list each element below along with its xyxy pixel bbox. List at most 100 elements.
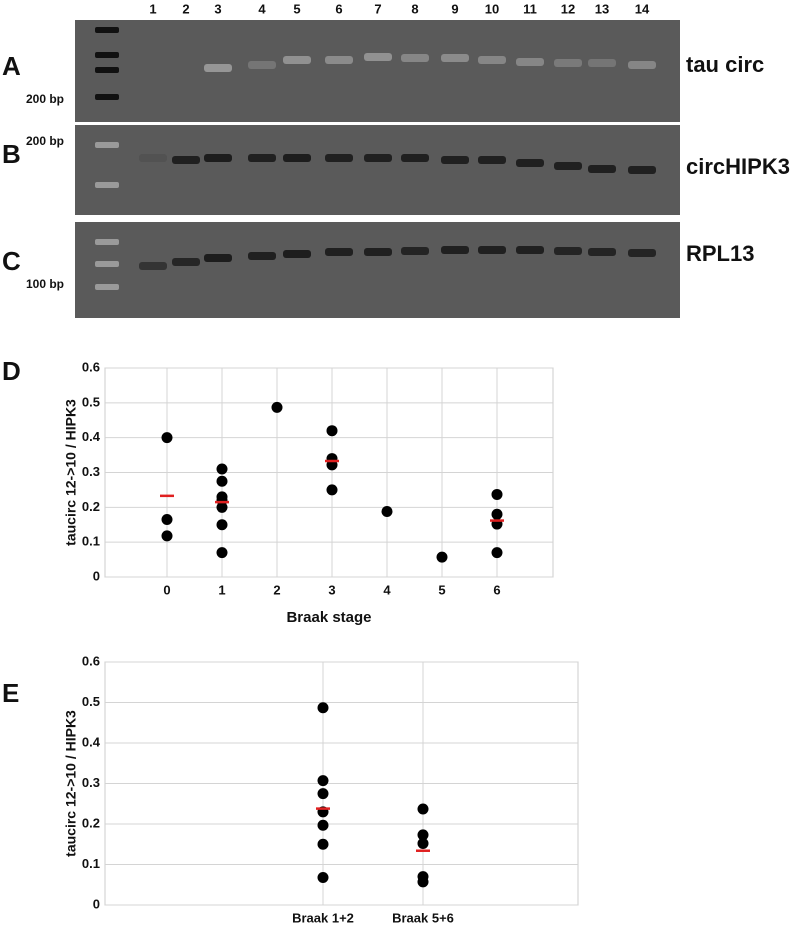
x-tick-label: 3: [328, 582, 335, 597]
gel-band: [516, 159, 544, 167]
lane-number: 1: [149, 1, 156, 16]
lane-number: 9: [451, 1, 458, 16]
gel-band: [283, 250, 311, 258]
x-axis-title: Braak stage: [286, 609, 371, 626]
panel-label: C: [2, 246, 21, 276]
x-tick-label: 0: [163, 582, 170, 597]
data-point: [161, 432, 173, 444]
panel-label: D: [2, 356, 21, 386]
gel-band: [441, 246, 469, 254]
x-tick-label: Braak 5+6: [392, 910, 454, 925]
gel-band: [441, 156, 469, 164]
ladder-band: [95, 182, 119, 188]
y-tick-label: 0: [93, 568, 100, 583]
gel-band: [283, 56, 311, 64]
data-point: [216, 475, 228, 487]
gel-band: [172, 258, 200, 266]
lane-number: 10: [485, 1, 499, 16]
gel-band: [401, 54, 429, 62]
data-point: [436, 551, 448, 563]
x-tick-label: 5: [438, 582, 445, 597]
gel-band: [554, 247, 582, 255]
data-point: [326, 425, 338, 437]
y-tick-label: 0.4: [82, 734, 101, 749]
data-point: [216, 501, 228, 513]
gel-band: [478, 56, 506, 64]
lane-number: 4: [258, 1, 266, 16]
data-point: [491, 508, 503, 520]
gel-band: [478, 156, 506, 164]
gel-band: [139, 154, 167, 162]
gel-band: [204, 64, 232, 72]
data-point: [216, 519, 228, 531]
y-tick-label: 0.3: [82, 775, 100, 790]
gel-image: [75, 222, 680, 318]
size-marker: 200 bp: [26, 92, 64, 106]
panel-label: B: [2, 139, 21, 169]
ladder-band: [95, 142, 119, 148]
gel-band: [628, 61, 656, 69]
data-point: [491, 547, 503, 559]
x-tick-label: 2: [273, 582, 280, 597]
data-point: [317, 702, 329, 714]
y-tick-label: 0.1: [82, 856, 100, 871]
y-tick-label: 0.6: [82, 653, 100, 668]
panel-label: E: [2, 678, 19, 708]
gel-band: [441, 54, 469, 62]
gel-image: [75, 125, 680, 215]
gel-band: [364, 248, 392, 256]
gel-band: [588, 165, 616, 173]
gel-image: [75, 20, 680, 122]
y-axis-title: taucirc 12->10 / HIPK3: [63, 710, 79, 857]
gel-band: [248, 154, 276, 162]
gel-band: [554, 59, 582, 67]
data-point: [317, 819, 329, 831]
data-point: [381, 506, 393, 518]
y-tick-label: 0.1: [82, 534, 100, 549]
y-tick-label: 0.6: [82, 359, 100, 374]
gel-band: [554, 162, 582, 170]
gel-band: [401, 154, 429, 162]
gel-band: [204, 154, 232, 162]
gel-band: [325, 154, 353, 162]
gel-name: tau circ: [686, 52, 764, 77]
gel-band: [364, 154, 392, 162]
data-point: [326, 484, 338, 496]
lane-number: 5: [293, 1, 300, 16]
ladder-band: [95, 94, 119, 100]
x-tick-label: 6: [493, 582, 500, 597]
size-marker: 100 bp: [26, 277, 64, 291]
ladder-band: [95, 284, 119, 290]
gel-band: [325, 56, 353, 64]
gel-band: [283, 154, 311, 162]
x-tick-label: Braak 1+2: [292, 910, 354, 925]
data-point: [317, 871, 329, 883]
data-point: [491, 488, 503, 500]
gel-band: [478, 246, 506, 254]
ladder-band: [95, 67, 119, 73]
data-point: [317, 788, 329, 800]
gel-band: [401, 247, 429, 255]
gel-band: [172, 156, 200, 164]
data-point: [417, 876, 429, 888]
lane-number: 3: [214, 1, 221, 16]
gel-band: [325, 248, 353, 256]
y-axis-title: taucirc 12->10 / HIPK3: [63, 399, 79, 546]
y-tick-label: 0.2: [82, 499, 100, 514]
lane-number: 11: [523, 1, 537, 16]
lane-number: 2: [182, 1, 189, 16]
lane-number: 8: [411, 1, 418, 16]
lane-number: 6: [335, 1, 342, 16]
gel-band: [248, 252, 276, 260]
y-tick-label: 0.5: [82, 694, 100, 709]
gel-band: [588, 248, 616, 256]
data-point: [417, 829, 429, 841]
gel-band: [364, 53, 392, 61]
size-marker: 200 bp: [26, 134, 64, 148]
gel-band: [516, 246, 544, 254]
gel-band: [516, 58, 544, 66]
data-point: [216, 463, 228, 475]
gel-band: [588, 59, 616, 67]
gel-band: [139, 262, 167, 270]
